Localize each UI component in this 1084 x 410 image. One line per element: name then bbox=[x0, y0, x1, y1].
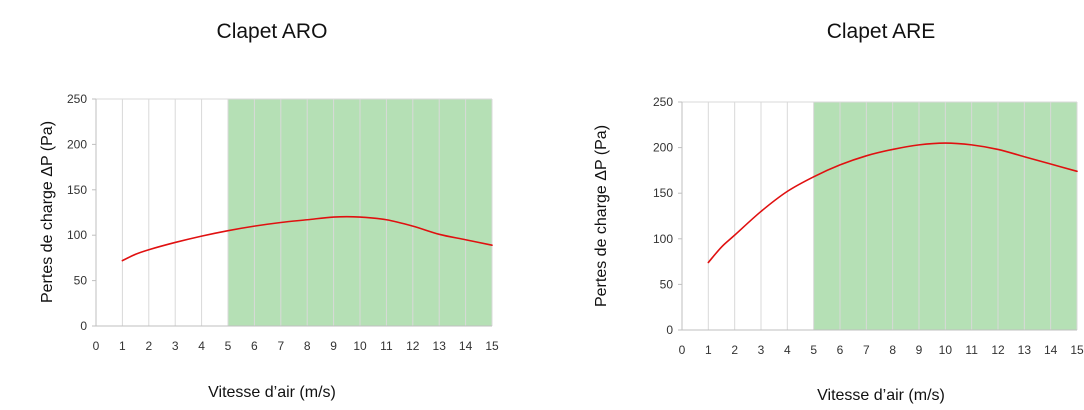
x-tick-label: 14 bbox=[1044, 343, 1058, 357]
x-tick-label: 2 bbox=[145, 339, 152, 353]
x-tick-label: 15 bbox=[485, 339, 499, 353]
x-tick-label: 11 bbox=[965, 343, 978, 357]
x-axis-label: Vitesse d’air (m/s) bbox=[817, 387, 945, 404]
x-tick-label: 9 bbox=[916, 343, 923, 357]
x-tick-label: 2 bbox=[731, 343, 738, 357]
x-tick-label: 10 bbox=[939, 343, 953, 357]
x-tick-label: 10 bbox=[353, 339, 367, 353]
y-tick-label: 150 bbox=[67, 183, 87, 197]
x-tick-label: 7 bbox=[277, 339, 284, 353]
y-tick-label: 0 bbox=[666, 323, 673, 337]
x-tick-label: 12 bbox=[991, 343, 1005, 357]
x-tick-label: 5 bbox=[225, 339, 232, 353]
x-tick-label: 14 bbox=[459, 339, 473, 353]
y-tick-label: 100 bbox=[653, 232, 673, 246]
x-tick-label: 15 bbox=[1070, 343, 1084, 357]
x-tick-label: 12 bbox=[406, 339, 420, 353]
x-tick-label: 9 bbox=[330, 339, 337, 353]
chart-clapet-aro: Clapet ARO Vitesse d’air (m/s) Pertes de… bbox=[0, 0, 542, 410]
x-tick-label: 4 bbox=[784, 343, 791, 357]
x-tick-label: 1 bbox=[705, 343, 712, 357]
x-tick-label: 8 bbox=[889, 343, 896, 357]
x-tick-label: 1 bbox=[119, 339, 126, 353]
x-tick-label: 0 bbox=[93, 339, 100, 353]
chart-title: Clapet ARO bbox=[217, 20, 328, 43]
x-tick-label: 8 bbox=[304, 339, 311, 353]
x-tick-label: 7 bbox=[863, 343, 870, 357]
x-tick-label: 3 bbox=[758, 343, 765, 357]
chart-clapet-are: Clapet ARE Vitesse d’air (m/s) Pertes de… bbox=[542, 0, 1084, 410]
y-tick-label: 0 bbox=[80, 319, 87, 333]
x-tick-label: 4 bbox=[198, 339, 205, 353]
y-tick-label: 200 bbox=[653, 141, 673, 155]
y-tick-label: 250 bbox=[67, 92, 87, 106]
x-tick-label: 5 bbox=[810, 343, 817, 357]
y-tick-label: 50 bbox=[74, 274, 88, 288]
x-tick-label: 0 bbox=[679, 343, 686, 357]
y-tick-label: 100 bbox=[67, 228, 87, 242]
chart-title: Clapet ARE bbox=[827, 20, 936, 43]
x-tick-label: 13 bbox=[433, 339, 447, 353]
x-tick-label: 6 bbox=[837, 343, 844, 357]
x-tick-label: 3 bbox=[172, 339, 179, 353]
y-tick-label: 50 bbox=[660, 277, 674, 291]
x-tick-label: 11 bbox=[380, 339, 393, 353]
y-tick-label: 200 bbox=[67, 137, 87, 151]
y-tick-label: 150 bbox=[653, 186, 673, 200]
x-tick-label: 6 bbox=[251, 339, 258, 353]
y-tick-label: 250 bbox=[653, 95, 673, 109]
x-tick-label: 13 bbox=[1018, 343, 1032, 357]
x-axis-label: Vitesse d’air (m/s) bbox=[208, 384, 336, 401]
y-axis-label: Pertes de charge ΔP (Pa) bbox=[593, 125, 610, 307]
y-axis-label: Pertes de charge ΔP (Pa) bbox=[39, 121, 56, 303]
